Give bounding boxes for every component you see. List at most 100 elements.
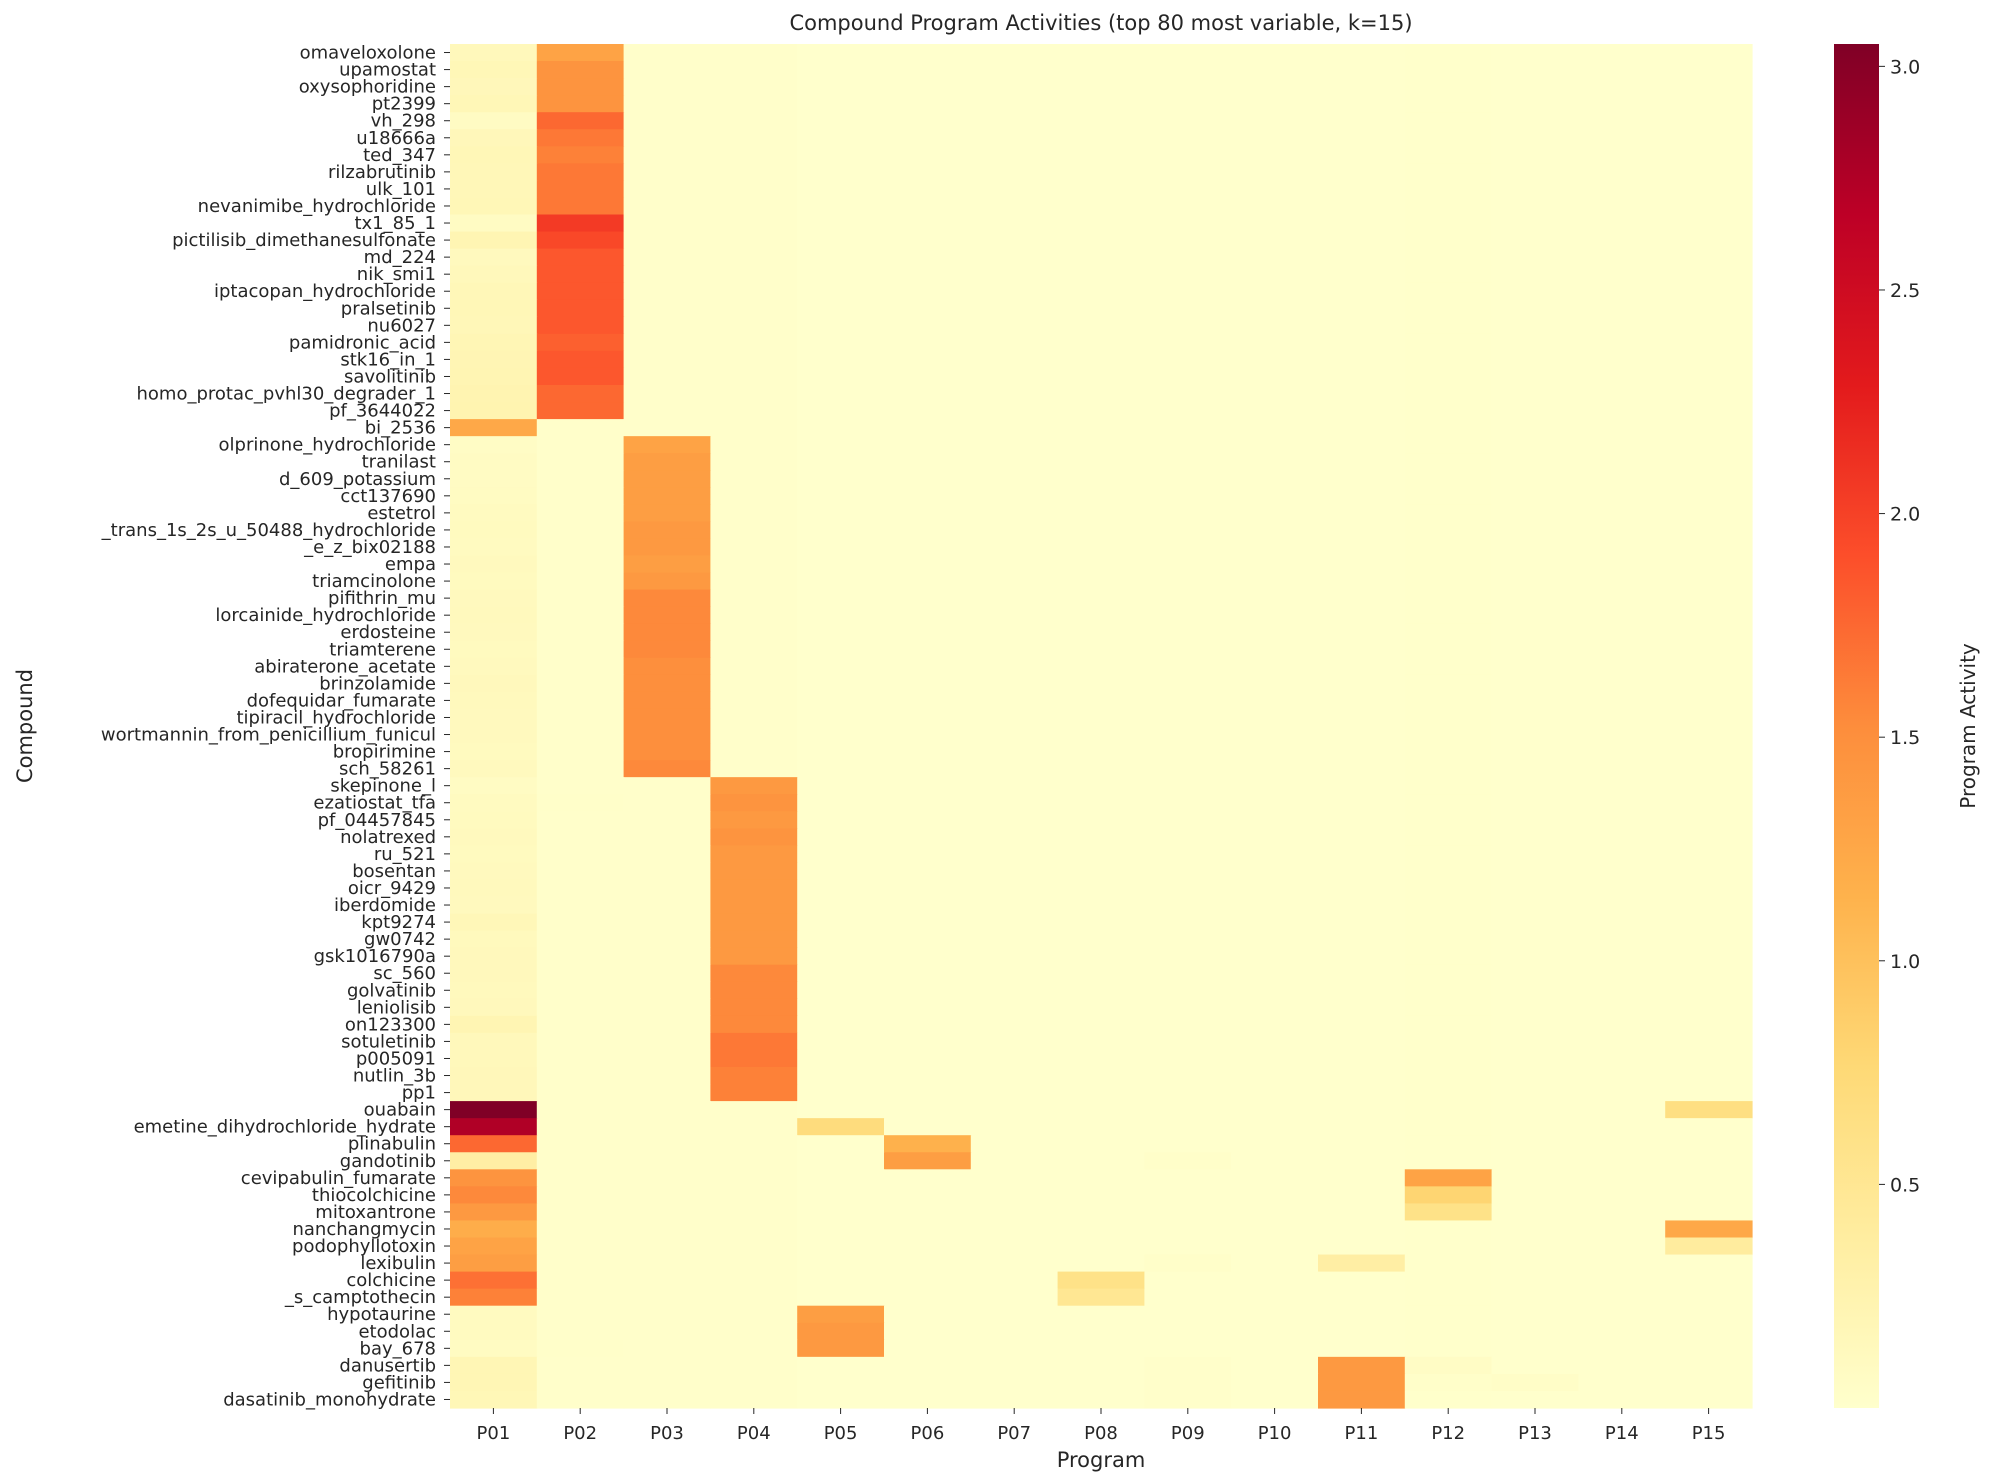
heatmap-cell [1318, 555, 1406, 574]
heatmap-cell [797, 1101, 885, 1119]
heatmap-cell [797, 1305, 885, 1324]
heatmap-cell [1578, 794, 1666, 812]
heatmap-cell [1578, 1254, 1666, 1273]
heatmap-cell [797, 896, 885, 915]
colorbar-label: Program Activity [1956, 643, 1980, 809]
heatmap-cell [970, 419, 1059, 437]
y-tick-label: ezatiostat_tfa [313, 793, 436, 814]
heatmap-cell [536, 1135, 625, 1153]
heatmap-cell [450, 1186, 538, 1204]
heatmap-cell [1057, 845, 1145, 863]
heatmap-cell [1404, 1339, 1493, 1358]
heatmap-cell [1318, 1084, 1406, 1102]
heatmap-cell [1231, 913, 1319, 932]
heatmap-cell [1144, 964, 1232, 983]
heatmap-cell [1578, 726, 1666, 744]
heatmap-cell [970, 896, 1059, 915]
heatmap-cell [623, 1118, 711, 1136]
heatmap-cell [450, 1271, 538, 1290]
heatmap-cell [1318, 708, 1406, 727]
heatmap-cell [1144, 95, 1232, 113]
heatmap-cell [450, 367, 538, 386]
y-tick-label: gandotinib [340, 1151, 436, 1172]
y-tick-label: pf_3644022 [329, 401, 436, 422]
heatmap-cell [1491, 299, 1579, 318]
y-tick-label: triamterene [329, 639, 436, 660]
colorbar-tick-label: 3.0 [1890, 56, 1920, 78]
heatmap-cell [1491, 726, 1579, 744]
x-tick-label: P03 [650, 1423, 684, 1444]
heatmap-cell [710, 589, 798, 608]
heatmap-cell [450, 1237, 538, 1256]
heatmap-cell [1144, 367, 1232, 386]
heatmap-cell [1057, 385, 1145, 403]
heatmap-cell [536, 1373, 625, 1392]
heatmap-cell [623, 998, 711, 1017]
heatmap-cell [970, 674, 1059, 693]
heatmap-cell [536, 828, 625, 846]
heatmap-cell [1665, 998, 1753, 1017]
heatmap-cell [1491, 1101, 1579, 1119]
heatmap-cell [1665, 964, 1753, 983]
heatmap-cell [884, 572, 972, 591]
heatmap-cell [884, 487, 972, 505]
heatmap-cell [1491, 640, 1579, 659]
heatmap-cell [1491, 879, 1579, 898]
heatmap-cell [1231, 811, 1319, 829]
heatmap-cell [1057, 350, 1145, 369]
heatmap-cell [450, 163, 538, 181]
heatmap-cell [1578, 862, 1666, 881]
heatmap-cell [1318, 726, 1406, 744]
heatmap-cell [1491, 1067, 1579, 1085]
heatmap-cell [970, 146, 1059, 164]
heatmap-cell [1578, 555, 1666, 574]
heatmap-cell [1057, 947, 1145, 966]
heatmap-cell [797, 112, 885, 130]
heatmap-cell [1578, 316, 1666, 335]
heatmap-cell [970, 1101, 1059, 1119]
heatmap-cell [536, 1271, 625, 1290]
heatmap-cell [884, 964, 972, 983]
heatmap-cell [970, 367, 1059, 386]
heatmap-cell [1491, 385, 1579, 403]
heatmap-cell [623, 367, 711, 386]
heatmap-cell [797, 794, 885, 812]
heatmap-cell [1057, 811, 1145, 829]
heatmap-cell [536, 1169, 625, 1187]
heatmap-cell [536, 112, 625, 130]
heatmap-cell [1665, 1203, 1753, 1222]
heatmap-cell [1491, 998, 1579, 1017]
heatmap-cell [536, 419, 625, 437]
heatmap-cell [1404, 1186, 1493, 1204]
heatmap-cell [1578, 1271, 1666, 1290]
heatmap-cell [623, 180, 711, 199]
heatmap-cell [623, 657, 711, 676]
heatmap-cell [1404, 333, 1493, 352]
heatmap-cell [536, 862, 625, 881]
heatmap-cell [450, 504, 538, 522]
heatmap-cell [970, 777, 1059, 795]
heatmap-cell [450, 623, 538, 642]
heatmap-cell [1491, 163, 1579, 181]
heatmap-cell [797, 163, 885, 181]
heatmap-cell [1578, 333, 1666, 352]
heatmap-cell [884, 282, 972, 301]
heatmap-cell [884, 981, 972, 1000]
heatmap-cell [710, 146, 798, 164]
heatmap-cell [797, 572, 885, 591]
heatmap-cell [710, 623, 798, 642]
heatmap-cell [1404, 913, 1493, 932]
y-tick-label: bay_678 [360, 1338, 436, 1359]
heatmap-cell [623, 828, 711, 846]
heatmap-cell [623, 1322, 711, 1341]
heatmap-cell [1665, 419, 1753, 437]
heatmap-cell [1144, 879, 1232, 898]
heatmap-cell [797, 845, 885, 863]
heatmap-cell [797, 640, 885, 659]
heatmap-cell [1491, 606, 1579, 625]
heatmap-cell [1578, 640, 1666, 659]
compound-tick-labels: omaveloxoloneupamostatoxysophoridinept23… [101, 43, 450, 1410]
heatmap-cell [536, 777, 625, 795]
heatmap-cell [1578, 436, 1666, 454]
y-tick-label: ouabain [364, 1100, 436, 1121]
